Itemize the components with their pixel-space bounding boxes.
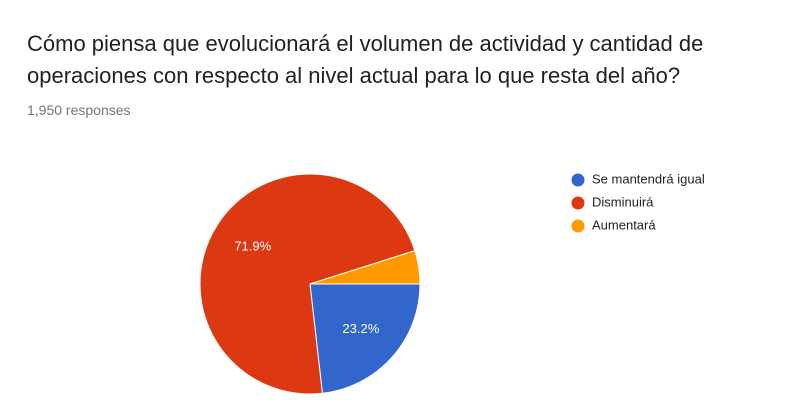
legend-label: Se mantendrá igual bbox=[592, 171, 705, 186]
legend-label: Disminuirá bbox=[592, 194, 654, 209]
chart-subtitle: 1,950 responses bbox=[27, 102, 131, 118]
chart-title: Cómo piensa que evolucionará el volumen … bbox=[27, 31, 704, 88]
pie-slice bbox=[199, 173, 416, 395]
legend-label: Aumentará bbox=[592, 217, 656, 232]
pie-slice bbox=[309, 250, 421, 285]
legend-marker bbox=[571, 196, 585, 210]
slice-label: 23.2% bbox=[342, 321, 379, 336]
slice-label: 71.9% bbox=[234, 238, 271, 253]
legend-marker bbox=[571, 173, 585, 187]
legend-marker bbox=[571, 219, 585, 233]
pie-slice bbox=[309, 283, 421, 394]
